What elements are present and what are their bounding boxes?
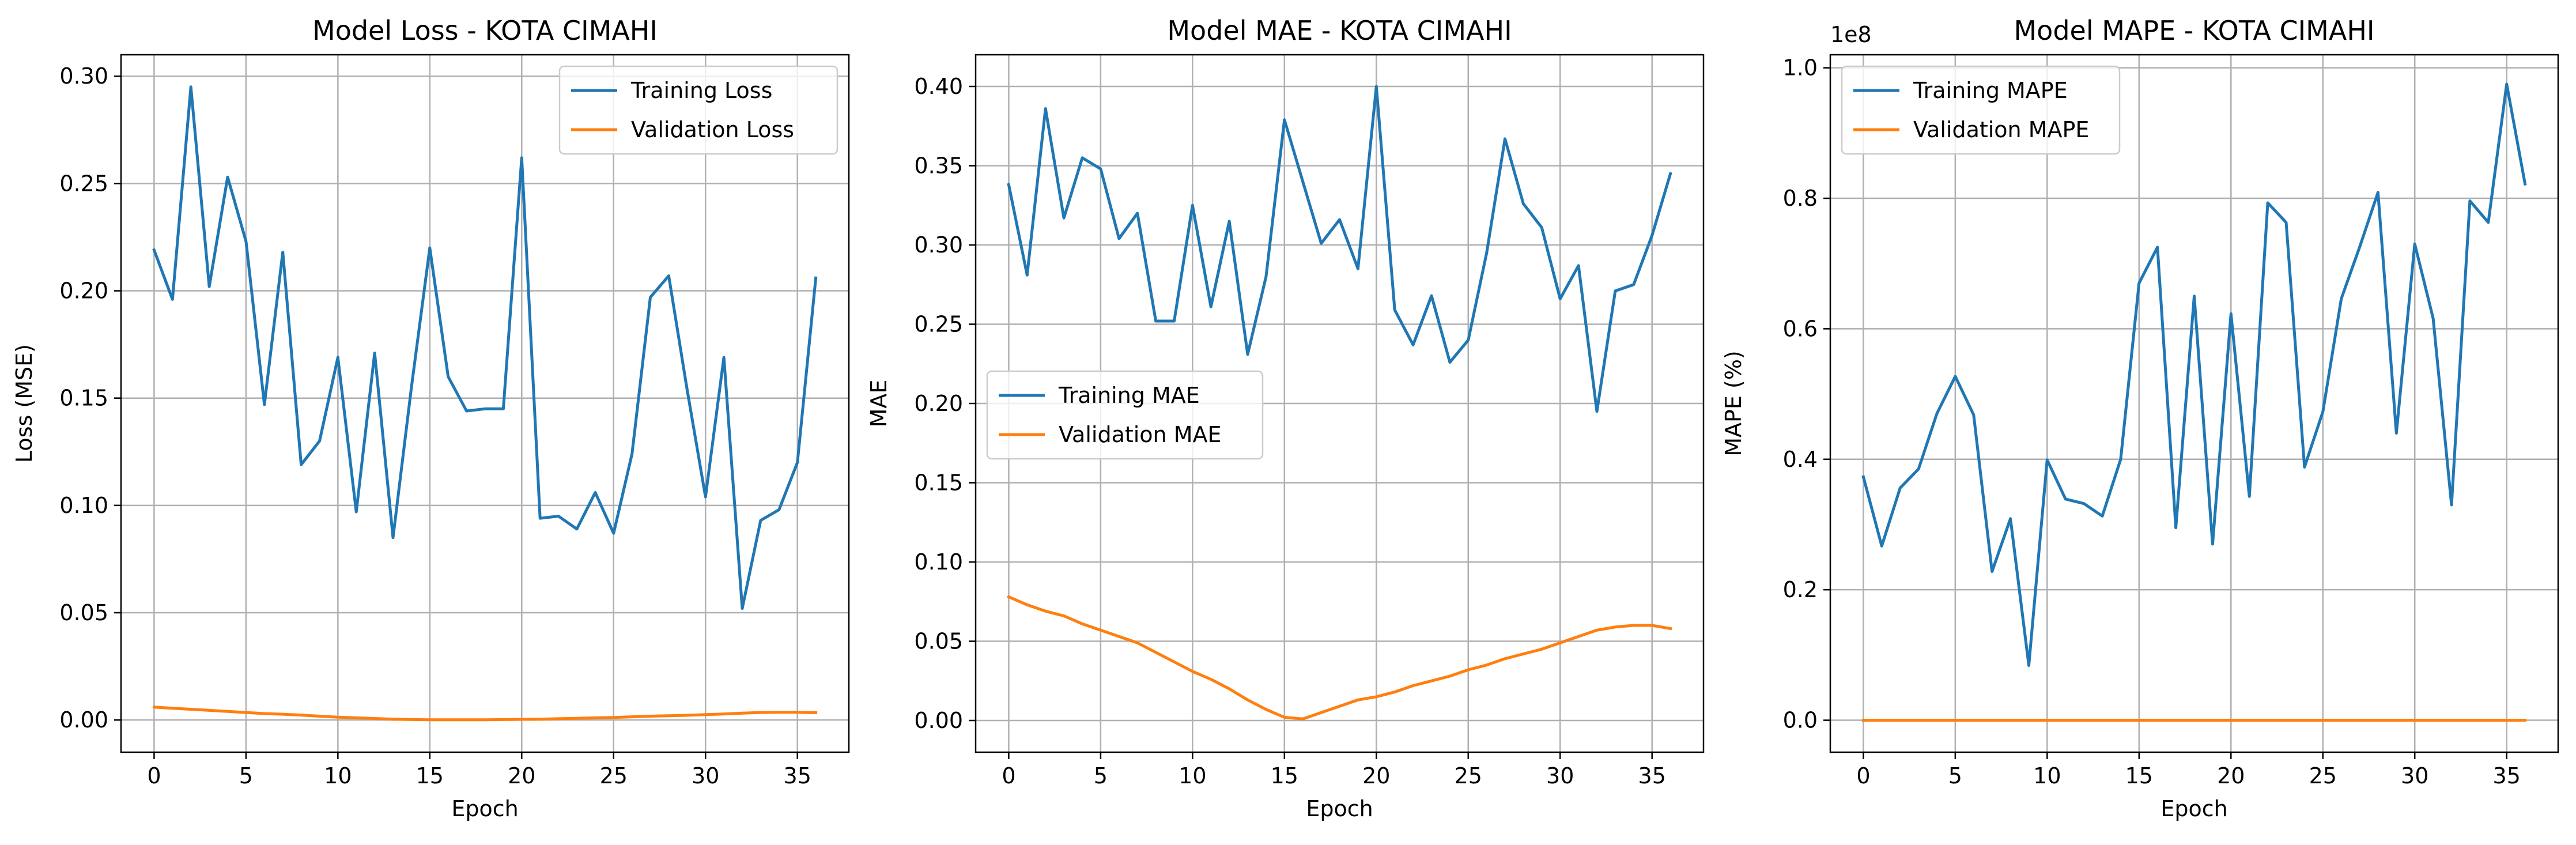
y-axis-multiplier: 1e8: [1830, 22, 1872, 47]
y-tick-label: 0.30: [59, 63, 108, 89]
y-tick-label: 0.40: [914, 74, 963, 99]
y-tick-label: 0.15: [59, 386, 108, 411]
x-tick-label: 0: [147, 763, 161, 789]
series-line-1: [1861, 82, 2527, 667]
y-tick-label: 0.10: [914, 549, 963, 575]
chart-title: Model MAPE - KOTA CIMAHI: [2014, 15, 2374, 46]
chart-panel-3: 0 5 10 15 20 25 30 35 0.0 0.2 0.4 0.6 0.8 1.0 Model MA…: [1721, 15, 2559, 821]
series-line-2: [1007, 595, 1672, 720]
x-tick-label: 20: [1362, 763, 1390, 789]
axes-frame: [1829, 54, 2559, 753]
y-tick-label: 0.0: [1783, 708, 1818, 733]
x-tick-label: 25: [600, 763, 628, 789]
x-axis-label: Epoch: [451, 796, 518, 821]
y-tick-label: 0.05: [914, 629, 963, 654]
y-tick-label: 0.30: [914, 232, 963, 258]
chart-title: Model MAE - KOTA CIMAHI: [1167, 15, 1512, 46]
x-tick-label: 15: [416, 763, 444, 789]
y-tick-label: 0.10: [59, 493, 108, 518]
x-tick-label: 35: [2493, 763, 2521, 789]
x-tick-label: 5: [1094, 763, 1108, 789]
y-tick-label: 0.20: [59, 278, 108, 304]
y-tick-label: 0.2: [1783, 577, 1818, 602]
legend-box: [986, 370, 1264, 460]
x-axis-label: Epoch: [2160, 796, 2227, 821]
legend-label-1: Training Loss: [630, 78, 772, 103]
y-tick-label: 0.05: [59, 600, 108, 625]
legend-label-2: Validation Loss: [631, 117, 794, 142]
x-tick-label: 25: [2309, 763, 2337, 789]
x-tick-label: 10: [324, 763, 352, 789]
y-tick-label: 1.0: [1783, 55, 1818, 81]
y-axis-label: Loss (MSE): [12, 344, 37, 463]
legend-label-2: Validation MAPE: [1913, 117, 2089, 142]
x-tick-label: 35: [1638, 763, 1666, 789]
y-tick-label: 0.4: [1783, 447, 1818, 472]
axes-frame: [120, 54, 850, 753]
y-tick-label: 0.25: [914, 312, 963, 337]
x-tick-label: 5: [1948, 763, 1962, 789]
legend: Training Loss Validation Loss: [558, 65, 838, 155]
x-tick-label: 30: [1546, 763, 1574, 789]
y-tick-label: 0.6: [1783, 316, 1818, 341]
x-tick-label: 35: [784, 763, 811, 789]
y-tick-label: 0.8: [1783, 186, 1818, 211]
x-axis-label: Epoch: [1306, 796, 1373, 821]
legend-box: [1841, 65, 2121, 155]
series-line-1: [152, 85, 818, 610]
chart-title: Model Loss - KOTA CIMAHI: [312, 15, 658, 46]
x-tick-label: 15: [2125, 763, 2153, 789]
series-line-1: [1007, 85, 1672, 413]
legend-label-1: Training MAPE: [1913, 78, 2068, 103]
legend: Training MAPE Validation MAPE: [1841, 65, 2121, 155]
x-tick-label: 0: [1856, 763, 1870, 789]
y-tick-label: 0.25: [59, 171, 108, 196]
series-line-2: [152, 706, 818, 722]
x-tick-label: 0: [1002, 763, 1015, 789]
x-tick-label: 5: [239, 763, 253, 789]
legend: Training MAE Validation MAE: [986, 370, 1264, 460]
y-tick-label: 0.20: [914, 391, 963, 416]
y-tick-label: 0.35: [914, 153, 963, 179]
x-tick-label: 10: [2033, 763, 2061, 789]
legend-label-1: Training MAE: [1058, 383, 1200, 408]
x-tick-label: 30: [2401, 763, 2428, 789]
y-axis-label: MAPE (%): [1721, 350, 1746, 457]
x-tick-label: 10: [1179, 763, 1206, 789]
y-axis-label: MAE: [866, 380, 892, 428]
x-tick-label: 20: [2217, 763, 2245, 789]
x-tick-label: 30: [692, 763, 719, 789]
legend-box: [558, 65, 838, 155]
y-tick-label: 0.15: [914, 470, 963, 496]
chart-panel-1: 0 5 10 15 20 25 30 35 0.00 0.05 0.10 0.15 0.20 0.25 0.…: [12, 15, 850, 821]
legend-label-2: Validation MAE: [1059, 422, 1222, 447]
x-tick-label: 20: [508, 763, 535, 789]
chart-panel-2: 0 5 10 15 20 25 30 35 0.00 0.05 0.10 0.15 0.20 0.25 0.…: [866, 15, 1705, 821]
y-tick-label: 0.00: [914, 708, 963, 733]
x-tick-label: 15: [1271, 763, 1298, 789]
y-tick-label: 0.00: [59, 707, 108, 733]
x-tick-label: 25: [1455, 763, 1482, 789]
